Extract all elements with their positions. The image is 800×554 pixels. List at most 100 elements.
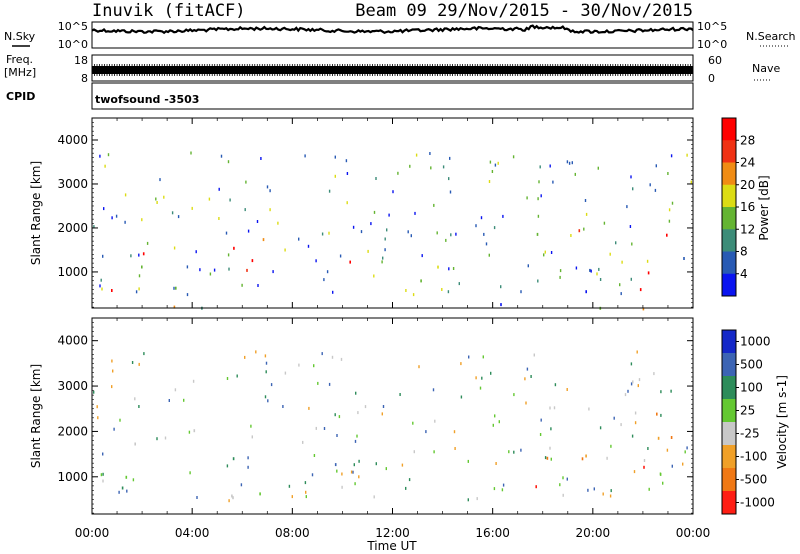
- range-cell: [432, 388, 435, 392]
- power-colorbar-segment: [722, 140, 736, 163]
- range-cell: [489, 160, 492, 164]
- range-cell: [525, 401, 527, 405]
- range-cell: [323, 278, 325, 282]
- range-cell: [502, 214, 504, 218]
- range-cell: [247, 456, 249, 460]
- range-cell: [578, 229, 581, 233]
- cpid-panel: [91, 82, 694, 110]
- range-cell: [585, 454, 587, 458]
- range-cell: [349, 260, 351, 264]
- range-cell: [562, 476, 564, 480]
- range-cell: [501, 488, 504, 492]
- power-colorbar-segment: [722, 207, 736, 230]
- velocity-colorbar-segment: [722, 376, 736, 400]
- range-cell: [479, 386, 482, 390]
- range-cell: [304, 481, 307, 485]
- range-cell: [655, 164, 657, 168]
- range-cell: [226, 464, 229, 468]
- range-cell: [225, 231, 228, 235]
- range-cell: [609, 494, 612, 498]
- range-cell: [495, 462, 497, 465]
- range-cell: [550, 427, 552, 431]
- range-cell: [155, 197, 157, 201]
- range-cell: [341, 485, 343, 489]
- y-tick-label: 2000: [57, 221, 88, 235]
- y-tick-label: 1000: [57, 470, 88, 484]
- range-cell: [174, 388, 177, 392]
- range-cell: [364, 405, 367, 409]
- range-cell: [173, 246, 176, 250]
- range-cell: [298, 363, 300, 367]
- range-cell: [218, 217, 220, 220]
- range-cell: [199, 268, 201, 272]
- range-cell: [228, 499, 230, 503]
- range-cell: [246, 268, 248, 272]
- range-cell: [355, 391, 357, 395]
- range-cell: [126, 489, 128, 493]
- range-cell: [104, 164, 106, 168]
- range-cell: [269, 189, 271, 193]
- cpid-label: CPID: [6, 90, 35, 103]
- range-cell: [632, 380, 634, 384]
- range-cell: [101, 287, 103, 291]
- range-cell: [657, 436, 660, 440]
- range-cell: [373, 274, 375, 278]
- range-cell: [272, 270, 274, 274]
- range-cell: [311, 473, 314, 477]
- range-cell: [441, 288, 443, 291]
- range-cell: [135, 290, 138, 294]
- range-cell: [610, 444, 612, 448]
- range-cell: [602, 492, 604, 496]
- y-tick-label: 2000: [57, 424, 88, 438]
- range-cell: [642, 307, 645, 311]
- range-cell: [585, 212, 588, 216]
- range-cell: [265, 361, 268, 365]
- range-cell: [220, 154, 223, 158]
- power-colorbar-tick-label: 24: [740, 156, 755, 170]
- nave-label: Nave: [752, 62, 780, 75]
- power-scatter: [93, 151, 692, 311]
- range-cell: [552, 180, 554, 184]
- range-cell: [630, 175, 632, 179]
- nsky-panel: [91, 21, 694, 49]
- range-cell: [317, 381, 319, 385]
- range-cell: [483, 232, 485, 236]
- range-cell: [218, 187, 220, 191]
- range-cell: [357, 411, 359, 415]
- range-cell: [683, 257, 685, 260]
- range-cell: [460, 395, 463, 399]
- velocity-scatter: [93, 350, 688, 503]
- range-cell: [468, 355, 470, 359]
- range-cell: [399, 393, 401, 396]
- y-tick-label: 1000: [57, 265, 88, 279]
- range-cell: [352, 470, 354, 474]
- range-cell: [634, 411, 637, 415]
- range-cell: [186, 265, 189, 269]
- range-cell: [667, 172, 669, 175]
- range-cell: [636, 350, 638, 354]
- time-axis-label: Time UT: [366, 539, 417, 553]
- range-cell: [358, 475, 360, 479]
- range-cell: [103, 207, 105, 211]
- range-cell: [328, 231, 330, 235]
- range-cell: [590, 269, 592, 273]
- x-tick-label: 00:00: [676, 526, 711, 540]
- range-cell: [637, 384, 639, 388]
- range-cell: [599, 278, 602, 281]
- nave-tick-bottom: 0: [708, 72, 715, 85]
- range-cell: [574, 172, 576, 176]
- range-cell: [670, 436, 673, 439]
- range-cell: [549, 164, 551, 168]
- range-cell: [375, 177, 377, 180]
- range-cell: [208, 197, 211, 201]
- range-cell: [111, 216, 113, 220]
- range-cell: [381, 412, 383, 416]
- range-cell: [407, 230, 409, 234]
- range-cell: [668, 219, 671, 223]
- range-cell: [621, 260, 623, 264]
- range-cell: [500, 285, 502, 289]
- range-cell: [410, 234, 412, 238]
- x-tick-label: 08:00: [275, 526, 310, 540]
- range-cell: [177, 215, 180, 219]
